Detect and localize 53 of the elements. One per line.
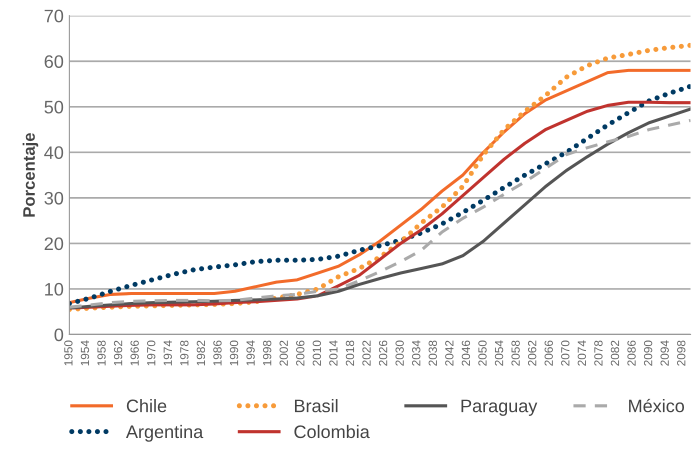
x-tick-label: 2050 xyxy=(478,340,487,366)
x-tick-label: 2070 xyxy=(561,340,570,366)
y-tick-label: 50 xyxy=(44,100,64,114)
legend-label: Brasil xyxy=(294,399,338,412)
x-tick-label: 2094 xyxy=(660,340,669,366)
legend-label: Argentina xyxy=(126,424,204,442)
x-tick-label: 1954 xyxy=(80,340,90,366)
legend-label: Colombia xyxy=(294,424,370,438)
x-tick-label: 2046 xyxy=(462,340,470,366)
x-tick-label: 2010 xyxy=(312,340,322,366)
x-tick-label: 2090 xyxy=(644,340,652,366)
x-tick-label: 2026 xyxy=(378,340,388,366)
x-tick-label: 2038 xyxy=(428,340,437,366)
legend-label: México xyxy=(629,398,684,412)
x-tick-label: 2006 xyxy=(296,340,304,366)
x-tick-label: 1982 xyxy=(196,340,206,366)
x-tick-label: 2062 xyxy=(528,340,536,366)
x-tick-label: 2034 xyxy=(412,340,420,366)
y-tick-label: 10 xyxy=(45,282,64,296)
x-tick-label: 1998 xyxy=(262,340,272,366)
x-tick-label: 2014 xyxy=(329,340,338,366)
x-tick-label: 1962 xyxy=(114,340,122,366)
x-tick-label: 2018 xyxy=(346,340,354,366)
x-tick-label: 2058 xyxy=(511,340,520,366)
x-tick-label: 2030 xyxy=(395,340,404,366)
x-tick-label: 2022 xyxy=(362,340,371,366)
x-tick-label: 2098 xyxy=(677,340,686,366)
y-tick-label: 60 xyxy=(44,55,64,68)
x-tick-label: 2042 xyxy=(445,340,454,366)
y-tick-label: 0 xyxy=(54,328,64,342)
legend-label: Paraguay xyxy=(462,400,538,416)
x-tick-label: 2078 xyxy=(594,340,603,366)
legend-label: Chile xyxy=(126,399,166,412)
x-tick-label: 2002 xyxy=(280,340,288,366)
x-tick-label: 1974 xyxy=(164,340,172,366)
x-tick-label: 1990 xyxy=(230,340,238,366)
x-tick-label: 2066 xyxy=(544,340,553,366)
x-tick-label: 1994 xyxy=(246,340,255,366)
x-tick-label: 2082 xyxy=(610,340,620,366)
x-tick-label: 1978 xyxy=(180,340,189,366)
x-tick-label: 1966 xyxy=(130,340,139,366)
x-tick-label: 1970 xyxy=(147,340,156,366)
y-tick-label: 70 xyxy=(44,10,64,22)
y-tick-label: 40 xyxy=(44,146,64,160)
x-tick-label: 1986 xyxy=(213,340,222,366)
x-tick-label: 1950 xyxy=(64,340,73,366)
y-axis-title: Porcentaje xyxy=(22,133,38,217)
x-tick-label: 2074 xyxy=(578,340,586,366)
x-tick-label: 2086 xyxy=(627,340,636,366)
x-tick-label: 1958 xyxy=(97,340,106,366)
y-tick-label: 20 xyxy=(44,237,64,250)
y-tick-label: 30 xyxy=(44,192,64,205)
x-tick-label: 2054 xyxy=(494,340,504,366)
